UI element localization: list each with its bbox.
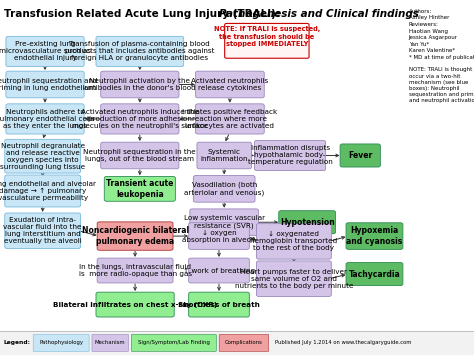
FancyBboxPatch shape xyxy=(279,211,336,234)
FancyBboxPatch shape xyxy=(189,223,249,249)
Text: Neutrophil activation by the
antibodies in the donor's blood: Neutrophil activation by the antibodies … xyxy=(84,78,196,91)
FancyBboxPatch shape xyxy=(197,142,251,169)
Text: Transient acute
leukopenia: Transient acute leukopenia xyxy=(106,179,173,198)
Text: Shortness of breath: Shortness of breath xyxy=(178,302,260,307)
FancyBboxPatch shape xyxy=(100,71,179,98)
FancyBboxPatch shape xyxy=(189,258,249,283)
FancyBboxPatch shape xyxy=(131,334,216,351)
FancyBboxPatch shape xyxy=(340,144,380,167)
Text: Published July 1,2014 on www.thecalgaryguide.com: Published July 1,2014 on www.thecalgaryg… xyxy=(275,340,411,345)
FancyBboxPatch shape xyxy=(255,140,326,170)
FancyBboxPatch shape xyxy=(6,104,84,134)
Text: Hypotension: Hypotension xyxy=(280,218,335,227)
Text: Activated neutrophils
release cytokines: Activated neutrophils release cytokines xyxy=(191,78,268,91)
FancyBboxPatch shape xyxy=(97,222,173,250)
Text: ↓ oxygenated
hemoglobin transported
to the rest of the body: ↓ oxygenated hemoglobin transported to t… xyxy=(250,231,337,251)
FancyBboxPatch shape xyxy=(33,334,89,351)
FancyBboxPatch shape xyxy=(256,261,331,296)
FancyBboxPatch shape xyxy=(0,331,474,355)
Text: Sign/Symptom/Lab Finding: Sign/Symptom/Lab Finding xyxy=(138,340,210,345)
Text: Fever: Fever xyxy=(348,151,373,160)
FancyBboxPatch shape xyxy=(5,213,81,248)
Text: Complications: Complications xyxy=(225,340,263,345)
FancyBboxPatch shape xyxy=(96,36,183,67)
Text: Pathogenesis and Clinical findings: Pathogenesis and Clinical findings xyxy=(219,9,419,19)
Text: Transfusion of plasma-containing blood
products that includes antibodies against: Transfusion of plasma-containing blood p… xyxy=(65,42,215,61)
Text: Legend:: Legend: xyxy=(4,340,31,345)
Text: NOTE: TRALI is thought to
occur via a two-hit
mechanism (see blue
boxes): Neutro: NOTE: TRALI is thought to occur via a tw… xyxy=(409,67,474,103)
Text: ↑ work of breathing: ↑ work of breathing xyxy=(183,267,255,274)
FancyBboxPatch shape xyxy=(96,292,174,317)
FancyBboxPatch shape xyxy=(6,36,84,67)
Text: Initiates positive feedback
reaction where more
leukocytes are activated: Initiates positive feedback reaction whe… xyxy=(182,109,277,129)
Text: Pathophysiology: Pathophysiology xyxy=(39,340,83,345)
FancyBboxPatch shape xyxy=(5,139,81,173)
Text: Vasodilation (both
arteriolar and venous): Vasodilation (both arteriolar and venous… xyxy=(184,182,264,196)
Text: Pre-existing lung
microvasculature such as
endothelial injury: Pre-existing lung microvasculature such … xyxy=(0,42,91,61)
FancyBboxPatch shape xyxy=(195,104,264,134)
Text: NOTE: If TRALI is suspected,
the transfusion should be
stopped IMMEDIATELY: NOTE: If TRALI is suspected, the transfu… xyxy=(214,26,320,47)
Text: Heart pumps faster to deliver
same volume of O2 and
nutrients to the body per mi: Heart pumps faster to deliver same volum… xyxy=(235,269,353,289)
FancyBboxPatch shape xyxy=(225,23,309,58)
Text: Activated neutrophils induce the
production of more adhesion
molecules on the ne: Activated neutrophils induce the product… xyxy=(72,109,208,129)
Text: Systemic
inflammation: Systemic inflammation xyxy=(201,149,248,162)
Text: Neutrophil sequestration and
priming in lung endothelium: Neutrophil sequestration and priming in … xyxy=(0,78,98,91)
FancyBboxPatch shape xyxy=(5,175,81,207)
Text: Neutrophils adhere to
pulmonary endothelial cells
as they enter the lungs: Neutrophils adhere to pulmonary endothel… xyxy=(0,109,95,129)
Text: Mechanism: Mechanism xyxy=(95,340,126,345)
FancyBboxPatch shape xyxy=(346,223,403,249)
FancyBboxPatch shape xyxy=(346,263,403,285)
Text: Exudation of intra-
vascular fluid into the
lung interstitium and
eventually the: Exudation of intra- vascular fluid into … xyxy=(3,217,82,244)
FancyBboxPatch shape xyxy=(190,209,259,236)
FancyBboxPatch shape xyxy=(219,334,269,351)
FancyBboxPatch shape xyxy=(97,258,173,283)
FancyBboxPatch shape xyxy=(189,292,249,317)
Text: Neutrophil degranulate
and release reactive
oxygen species into
surrounding lung: Neutrophil degranulate and release react… xyxy=(0,143,85,170)
Text: Low systemic vascular
resistance (SVR): Low systemic vascular resistance (SVR) xyxy=(183,215,265,229)
FancyBboxPatch shape xyxy=(6,71,84,98)
FancyBboxPatch shape xyxy=(193,176,255,202)
FancyBboxPatch shape xyxy=(256,224,331,259)
FancyBboxPatch shape xyxy=(92,334,128,351)
FancyBboxPatch shape xyxy=(100,142,179,169)
Text: Transfusion Related Acute Lung Injury (TRALI):: Transfusion Related Acute Lung Injury (T… xyxy=(4,9,283,19)
Text: Bilateral infiltrates on chest x-ray (CXR): Bilateral infiltrates on chest x-ray (CX… xyxy=(53,302,217,307)
FancyBboxPatch shape xyxy=(104,176,175,201)
Text: Authors:
Ashley Hinther
Reviewers:
Haotian Wang
Jessica Asgarpour
Yan Yu*
Karen : Authors: Ashley Hinther Reviewers: Haoti… xyxy=(409,9,474,60)
Text: Tachycardia: Tachycardia xyxy=(348,269,401,279)
Text: Inflammation disrupts
hypothalamic body-
temperature regulation: Inflammation disrupts hypothalamic body-… xyxy=(248,146,332,165)
Text: Neutrophil sequestration in the
lungs, out of the blood stream: Neutrophil sequestration in the lungs, o… xyxy=(83,149,196,162)
Text: Hypoxemia
and cyanosis: Hypoxemia and cyanosis xyxy=(346,226,402,246)
FancyBboxPatch shape xyxy=(100,104,179,134)
Text: ↓ oxygen
absorption in alveoli: ↓ oxygen absorption in alveoli xyxy=(182,230,255,242)
Text: In the lungs, intravascular fluid
is  more radio-opaque than gas: In the lungs, intravascular fluid is mor… xyxy=(79,264,191,277)
FancyBboxPatch shape xyxy=(195,71,264,98)
Text: Noncardiogenic bilateral
pulmonary edema: Noncardiogenic bilateral pulmonary edema xyxy=(82,226,189,246)
Text: Lung endothelial and alveolar
damage → ↑ pulmonary
vasculature permeability: Lung endothelial and alveolar damage → ↑… xyxy=(0,181,96,201)
